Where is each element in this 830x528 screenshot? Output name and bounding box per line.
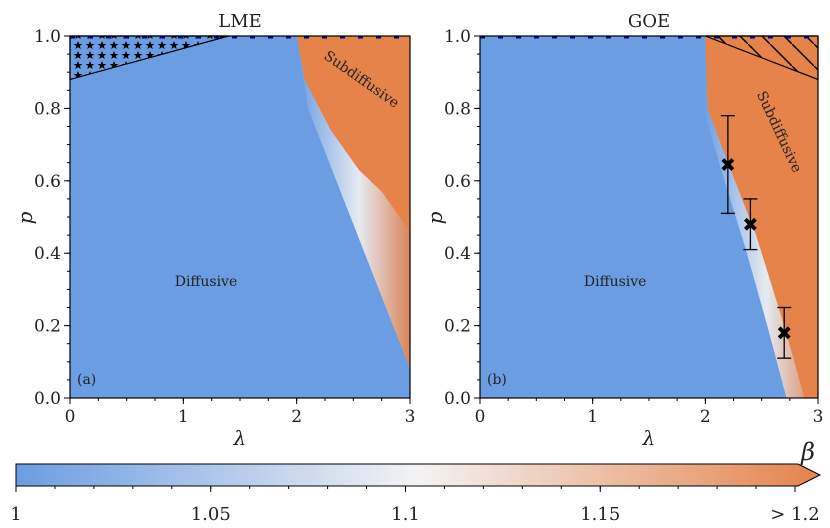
y-tick-label: 0.2: [34, 317, 61, 337]
x-tick-label: 3: [405, 407, 416, 427]
colorbar-tick-label: 1.15: [580, 504, 620, 525]
x-tick-label: 1: [587, 407, 598, 427]
y-tick-label: 0.2: [444, 317, 471, 337]
region-label: Diffusive: [584, 274, 647, 290]
x-marker: [743, 217, 757, 231]
x-marker: [777, 326, 791, 340]
x-marker: [721, 158, 735, 171]
data-point: [743, 198, 758, 251]
colorbar-tick-label: 1.1: [391, 504, 420, 525]
y-tick-label: 0.0: [34, 389, 61, 409]
x-axis-label: λ: [642, 426, 656, 450]
panel-label: (a): [77, 372, 96, 388]
colorbar-tick-label: 1: [10, 504, 21, 525]
y-axis-label: p: [423, 211, 447, 224]
panel-title: LME: [218, 11, 262, 32]
y-tick-label: 0.8: [34, 99, 61, 119]
y-tick-label: 0.4: [444, 244, 471, 264]
x-tick-label: 0: [65, 407, 76, 427]
y-tick-label: 0.6: [34, 172, 61, 192]
colorbar-label: β: [800, 438, 815, 466]
y-tick-label: 0.0: [444, 389, 471, 409]
panel-label: (b): [487, 372, 507, 388]
y-tick-label: 0.4: [34, 244, 61, 264]
y-tick-label: 0.8: [444, 99, 471, 119]
y-tick-label: 1.0: [444, 27, 471, 47]
subdiffusive-region: [296, 36, 410, 232]
colorbar-tick-label: 1.05: [191, 504, 231, 525]
colorbar-body: [15, 463, 822, 487]
y-tick-label: 0.6: [444, 172, 471, 192]
region-label: Diffusive: [175, 274, 238, 290]
y-axis-label: p: [13, 211, 37, 224]
panel-title: GOE: [628, 11, 670, 32]
data-point: [720, 114, 735, 215]
y-tick-label: 1.0: [34, 27, 61, 47]
colorbar-tick-label: > 1.2: [770, 504, 819, 525]
x-tick-label: 1: [178, 407, 189, 427]
colorbar: 1 1.05 1.1 1.15 > 1.2 β: [10, 438, 822, 525]
x-tick-label: 3: [813, 407, 824, 427]
x-tick-label: 2: [700, 407, 711, 427]
data-point: [777, 306, 792, 359]
x-tick-label: 2: [291, 407, 302, 427]
panel-goe: 0 1 2 30.00.20.40.60.81.0GOEλp(b)DiffusiveS…: [423, 11, 823, 450]
panel-lme: 0 1 2 30.00.20.40.60.81.0LMEλp(a)DiffusiveS…: [13, 11, 415, 450]
x-axis-label: λ: [233, 426, 247, 450]
x-tick-label: 0: [475, 407, 486, 427]
